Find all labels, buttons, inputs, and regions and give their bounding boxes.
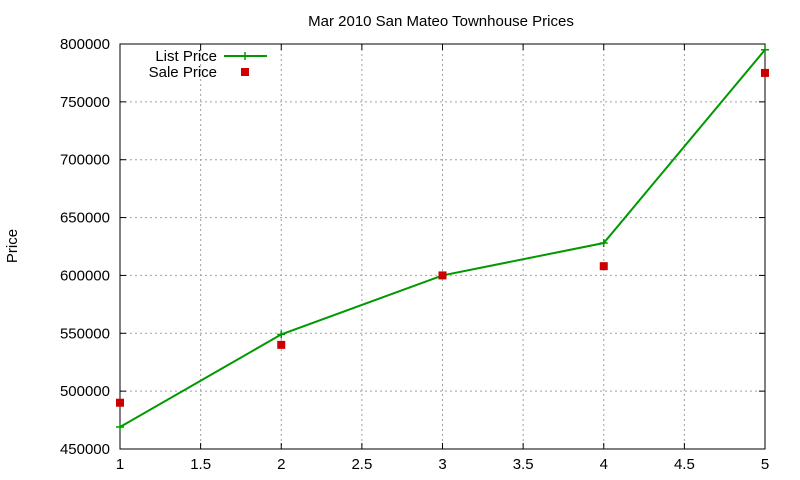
x-tick-label: 5 bbox=[761, 456, 769, 473]
list-price-point bbox=[116, 423, 124, 432]
y-axis-label: Price bbox=[4, 229, 21, 263]
y-tick-label: 450000 bbox=[60, 441, 110, 458]
legend-label-list-price: List Price bbox=[155, 48, 217, 65]
x-tick-label: 1.5 bbox=[190, 456, 211, 473]
sale-price-point bbox=[761, 68, 769, 77]
x-tick-label: 2 bbox=[277, 456, 285, 473]
y-tick-label: 700000 bbox=[60, 152, 110, 169]
sale-price-point bbox=[438, 271, 447, 280]
y-tick-label: 650000 bbox=[60, 210, 110, 227]
x-tick-label: 3 bbox=[438, 456, 446, 473]
sale-price-point bbox=[116, 398, 124, 407]
x-tick-label: 2.5 bbox=[351, 456, 372, 473]
list-price-point bbox=[277, 330, 286, 339]
axis-ticks: 1 1.5 2 2.5 3 3.5 4 4.5 5 450000 500000 550000 60000… bbox=[60, 36, 769, 473]
x-tick-label: 1 bbox=[116, 456, 124, 473]
y-tick-label: 800000 bbox=[60, 36, 110, 53]
sale-price-point bbox=[277, 340, 286, 349]
sale-price-point bbox=[599, 262, 608, 271]
y-tick-label: 500000 bbox=[60, 383, 110, 400]
grid-lines bbox=[120, 44, 765, 449]
x-tick-label: 4.5 bbox=[674, 456, 695, 473]
x-tick-label: 4 bbox=[600, 456, 608, 473]
legend-label-sale-price: Sale Price bbox=[149, 64, 217, 81]
series-layer bbox=[116, 45, 769, 432]
legend-marker-list-price bbox=[241, 52, 249, 60]
legend-marker-sale-price bbox=[241, 68, 249, 76]
legend: List Price Sale Price bbox=[149, 48, 267, 81]
y-tick-label: 600000 bbox=[60, 267, 110, 284]
y-tick-label: 750000 bbox=[60, 94, 110, 111]
x-tick-label: 3.5 bbox=[513, 456, 534, 473]
chart-title: Mar 2010 San Mateo Townhouse Prices bbox=[308, 13, 574, 30]
list-price-point bbox=[599, 239, 608, 248]
list-price-point bbox=[761, 45, 769, 54]
y-tick-label: 550000 bbox=[60, 325, 110, 342]
